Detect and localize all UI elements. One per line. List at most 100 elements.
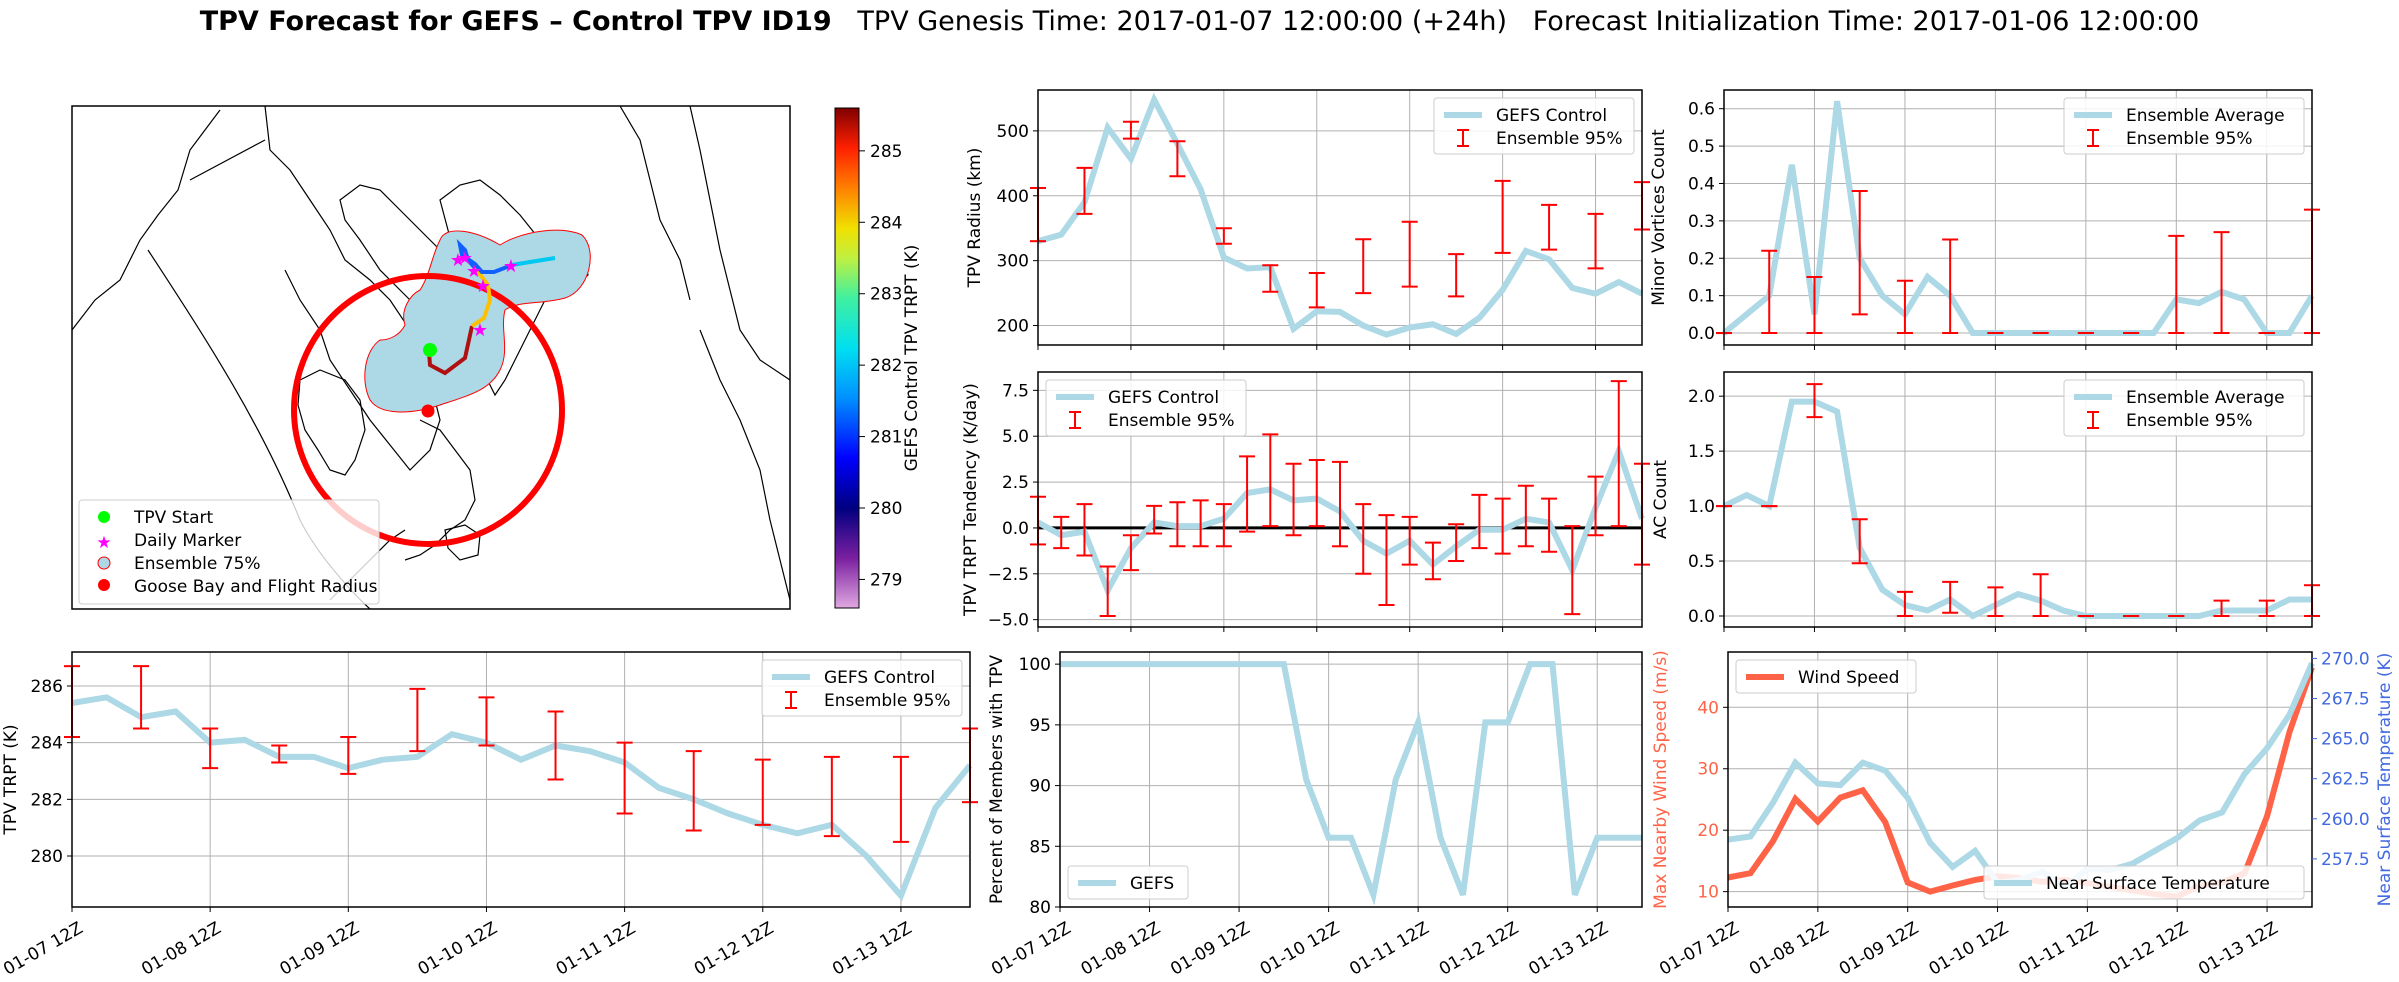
daily-marker: ★	[450, 250, 466, 271]
daily-markers: ★ ★ ★ ★ ★ ★	[450, 248, 519, 341]
xtick-label: 01-08 12Z	[1078, 918, 1164, 979]
ytick-label: 0.1	[1688, 287, 1715, 307]
errorbar	[1896, 279, 1913, 335]
coastline-hudson-bay	[297, 369, 366, 476]
xtick-label: 01-11 12Z	[1346, 918, 1432, 979]
ylabel: TPV TRPT Tendency (K/day)	[961, 383, 981, 617]
errorbar	[1587, 475, 1604, 537]
errorbar	[202, 727, 219, 770]
ytick-label: 0.2	[1688, 249, 1715, 269]
errorbar	[1308, 459, 1325, 528]
coastline-newfoundland	[444, 524, 481, 561]
ytick-label: 284	[31, 734, 63, 754]
ytick-label: 95	[1029, 716, 1051, 736]
ytick-label: 400	[997, 187, 1029, 207]
ylabel-right: Near Surface Temperature (K)	[2375, 653, 2395, 907]
colorbar-tick-label: 280	[870, 499, 902, 519]
coastline-scandinavia	[689, 106, 790, 381]
xtick-label: 01-13 12Z	[2195, 918, 2281, 979]
plot-frame	[1723, 89, 2313, 346]
xtick-label: 01-09 12Z	[1836, 918, 1922, 979]
xtick-label: 01-12 12Z	[691, 918, 777, 979]
flight-radius-circle	[291, 273, 565, 547]
daily-marker: ★	[503, 256, 519, 277]
legend: Wind Speed	[1735, 659, 1917, 694]
legend-label: GEFS Control	[1108, 388, 1219, 408]
colorbar-tick-label: 279	[870, 570, 902, 590]
legend: GEFS	[1067, 865, 1189, 900]
figure-title-main: TPV Forecast for GEFS – Control TPV ID19	[199, 6, 832, 37]
legend-box	[1067, 865, 1189, 900]
errorbar	[1169, 140, 1186, 178]
plot-area	[1060, 652, 1642, 907]
errorbar	[1806, 275, 1823, 335]
plot-frame	[1037, 89, 1643, 346]
errorbar	[1851, 518, 1868, 565]
map-legend-label: Goose Bay and Flight Radius	[134, 577, 378, 597]
plot-frame	[1723, 371, 2313, 628]
xtick-label: 01-07 12Z	[0, 918, 86, 979]
figure-title: TPV Forecast for GEFS – Control TPV ID19…	[0, 6, 2399, 37]
ytick-label: 10	[1697, 883, 1719, 903]
legend-label: Ensemble Average	[2126, 388, 2285, 408]
errorbar	[1448, 523, 1465, 562]
coastline-labrador	[404, 419, 476, 561]
errorbar	[616, 741, 633, 815]
errorbar	[1942, 580, 1959, 614]
errorbar	[409, 687, 426, 753]
xtick-label: 01-09 12Z	[1167, 918, 1253, 979]
errorbar	[2213, 599, 2230, 618]
errorbar	[1610, 380, 1627, 528]
colorbar-tick-label: 283	[870, 285, 902, 305]
errorbar	[1215, 227, 1232, 245]
legend-box	[2063, 379, 2305, 437]
ytick-label: 40	[1697, 698, 1719, 718]
goose-bay-marker	[421, 404, 435, 418]
colorbar-tick-label: 282	[870, 356, 902, 376]
ytick-label: 200	[997, 317, 1029, 337]
errorbar	[133, 665, 150, 730]
errorbar	[1517, 484, 1534, 548]
daily-marker: ★	[457, 248, 473, 269]
ylabel: AC Count	[1651, 460, 1671, 539]
errorbar	[1332, 460, 1348, 548]
plot-area	[1728, 652, 2312, 907]
plot-frame	[1727, 651, 2313, 908]
errorbar	[1564, 525, 1581, 616]
errorbar	[1355, 238, 1372, 295]
legend-label: Ensemble 95%	[2126, 129, 2253, 149]
ytick-label: −5.0	[988, 611, 1029, 631]
colorbar-gradient	[834, 107, 860, 609]
chart-wind: 10 20 30 40 01-07 12Z 01-08 12Z 01-09 12Z 01-10…	[1651, 649, 2395, 979]
xtick-label: 01-12 12Z	[2105, 918, 2191, 979]
errorbar	[1942, 238, 1959, 335]
coastline-north-america-west	[72, 109, 221, 331]
legend-ensemble-icon	[97, 556, 111, 570]
genesis-time: TPV Genesis Time: 2017-01-07 12:00:00 (+…	[857, 6, 1507, 37]
errorbar	[1541, 203, 1558, 251]
legend-start-icon	[98, 511, 110, 523]
ytick-label: 90	[1029, 777, 1051, 797]
errorbar	[1401, 220, 1418, 288]
errorbar	[892, 755, 909, 843]
errorbar	[2258, 599, 2275, 618]
map-legend-label: Daily Marker	[134, 531, 241, 551]
xtick-label: 01-07 12Z	[988, 918, 1074, 979]
errorbar	[1262, 433, 1279, 528]
track-segment-mid	[470, 266, 493, 328]
ytick-label: 286	[31, 677, 63, 697]
xtick-label: 01-10 12Z	[415, 918, 501, 979]
colorbar-tick-label: 284	[870, 213, 902, 233]
legend: GEFS Control Ensemble 95%	[761, 659, 963, 717]
errorbar	[1262, 264, 1279, 293]
errorbar	[1122, 120, 1139, 140]
errorbar	[2213, 231, 2230, 335]
legend-label: Ensemble 95%	[1496, 129, 1623, 149]
xtick-label: 01-09 12Z	[276, 918, 362, 979]
xtick-label: 01-07 12Z	[1656, 918, 1742, 979]
ytick-label: 5.0	[1002, 427, 1029, 447]
errorbar	[1169, 501, 1186, 548]
errorbar	[1285, 462, 1302, 537]
ylabel: Minor Vortices Count	[1649, 129, 1669, 306]
